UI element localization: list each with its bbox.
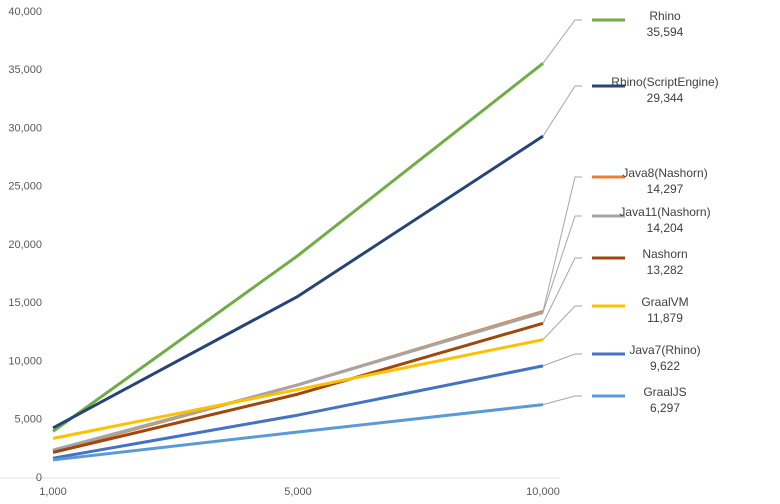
series-line (52, 364, 544, 460)
legend-label: Java8(Nashorn) (622, 166, 707, 180)
legend-label: GraalJS (643, 385, 686, 399)
legend-label: Java11(Nashorn) (619, 205, 710, 219)
y-tick-label: 15,000 (8, 297, 42, 309)
data-label: 14,297 (647, 182, 684, 196)
y-tick-label: 20,000 (8, 239, 42, 251)
legend-label: Java7(Rhino) (629, 343, 700, 357)
leader-line (542, 215, 582, 313)
series-line (52, 134, 544, 430)
y-tick-label: 10,000 (8, 355, 42, 367)
series-line (52, 338, 544, 440)
x-tick-label: 5,000 (284, 486, 312, 498)
leader-line (542, 305, 582, 340)
series-line (52, 403, 544, 462)
series-line (52, 311, 544, 452)
leader-line (542, 353, 582, 367)
x-tick-label: 1,000 (39, 486, 67, 498)
leader-line (542, 19, 582, 64)
leader-line (542, 176, 582, 312)
data-label: 14,204 (647, 221, 684, 235)
legend-label: Rhino (649, 9, 681, 23)
legend-label: Nashorn (642, 247, 687, 261)
data-label: 9,622 (650, 359, 680, 373)
y-tick-label: 30,000 (8, 122, 42, 134)
data-label: 11,879 (647, 311, 683, 325)
legend-label: Rhino(ScriptEngine) (611, 75, 718, 89)
y-tick-label: 35,000 (8, 64, 42, 76)
legend-label: GraalVM (641, 295, 688, 309)
y-tick-label: 5,000 (14, 414, 42, 426)
y-tick-label: 0 (36, 472, 42, 484)
series-line (52, 62, 544, 433)
leader-line (542, 257, 582, 324)
data-label: 13,282 (647, 263, 684, 277)
x-tick-label: 10,000 (526, 486, 560, 498)
y-tick-label: 40,000 (8, 6, 42, 18)
data-label: 29,344 (647, 91, 684, 105)
data-label: 6,297 (650, 401, 680, 415)
leader-line (542, 395, 582, 406)
data-label: 35,594 (647, 25, 684, 39)
y-tick-label: 25,000 (8, 181, 42, 193)
series-line (52, 321, 544, 454)
leader-line (542, 85, 582, 137)
